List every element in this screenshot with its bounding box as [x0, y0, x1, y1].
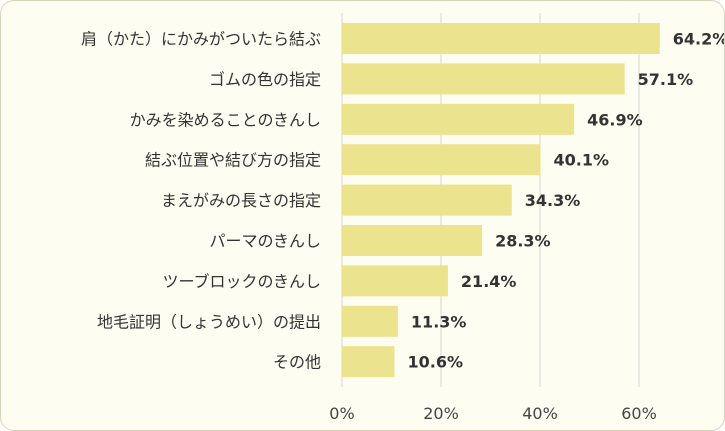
category-label: かみを染めることのきんし	[130, 110, 321, 129]
data-label: 64.2%	[673, 30, 725, 49]
data-label: 40.1%	[553, 151, 609, 170]
bar	[342, 346, 395, 378]
data-label: 57.1%	[638, 70, 694, 89]
data-label: 28.3%	[495, 232, 551, 251]
bar	[342, 63, 625, 95]
bar	[342, 225, 483, 256]
category-label: 地毛証明（しょうめい）の提出	[97, 312, 321, 331]
category-label: ゴムの色の指定	[209, 70, 321, 89]
data-label: 10.6%	[407, 353, 463, 372]
bar	[342, 184, 512, 216]
data-label: 21.4%	[461, 272, 517, 291]
data-label: 11.3%	[411, 312, 467, 331]
category-label: 肩（かた）にかみがついたら結ぶ	[81, 30, 321, 49]
x-tick-label: 20%	[423, 404, 459, 423]
bar	[342, 305, 398, 337]
x-tick-label: 60%	[621, 404, 657, 423]
category-label: ツーブロックのきんし	[162, 272, 321, 291]
bar	[342, 103, 575, 135]
category-label: まえがみの長さの指定	[161, 191, 321, 210]
category-label: 結ぶ位置や結び方の指定	[145, 151, 321, 170]
bar	[342, 23, 660, 54]
x-tick-label: 40%	[522, 404, 558, 423]
x-tick-label: 0%	[329, 404, 354, 423]
category-label: パーマのきんし	[209, 232, 321, 251]
data-label: 46.9%	[587, 110, 643, 129]
bar	[342, 144, 541, 176]
category-label: その他	[273, 353, 321, 372]
bar	[342, 265, 448, 297]
data-label: 34.3%	[525, 191, 581, 210]
